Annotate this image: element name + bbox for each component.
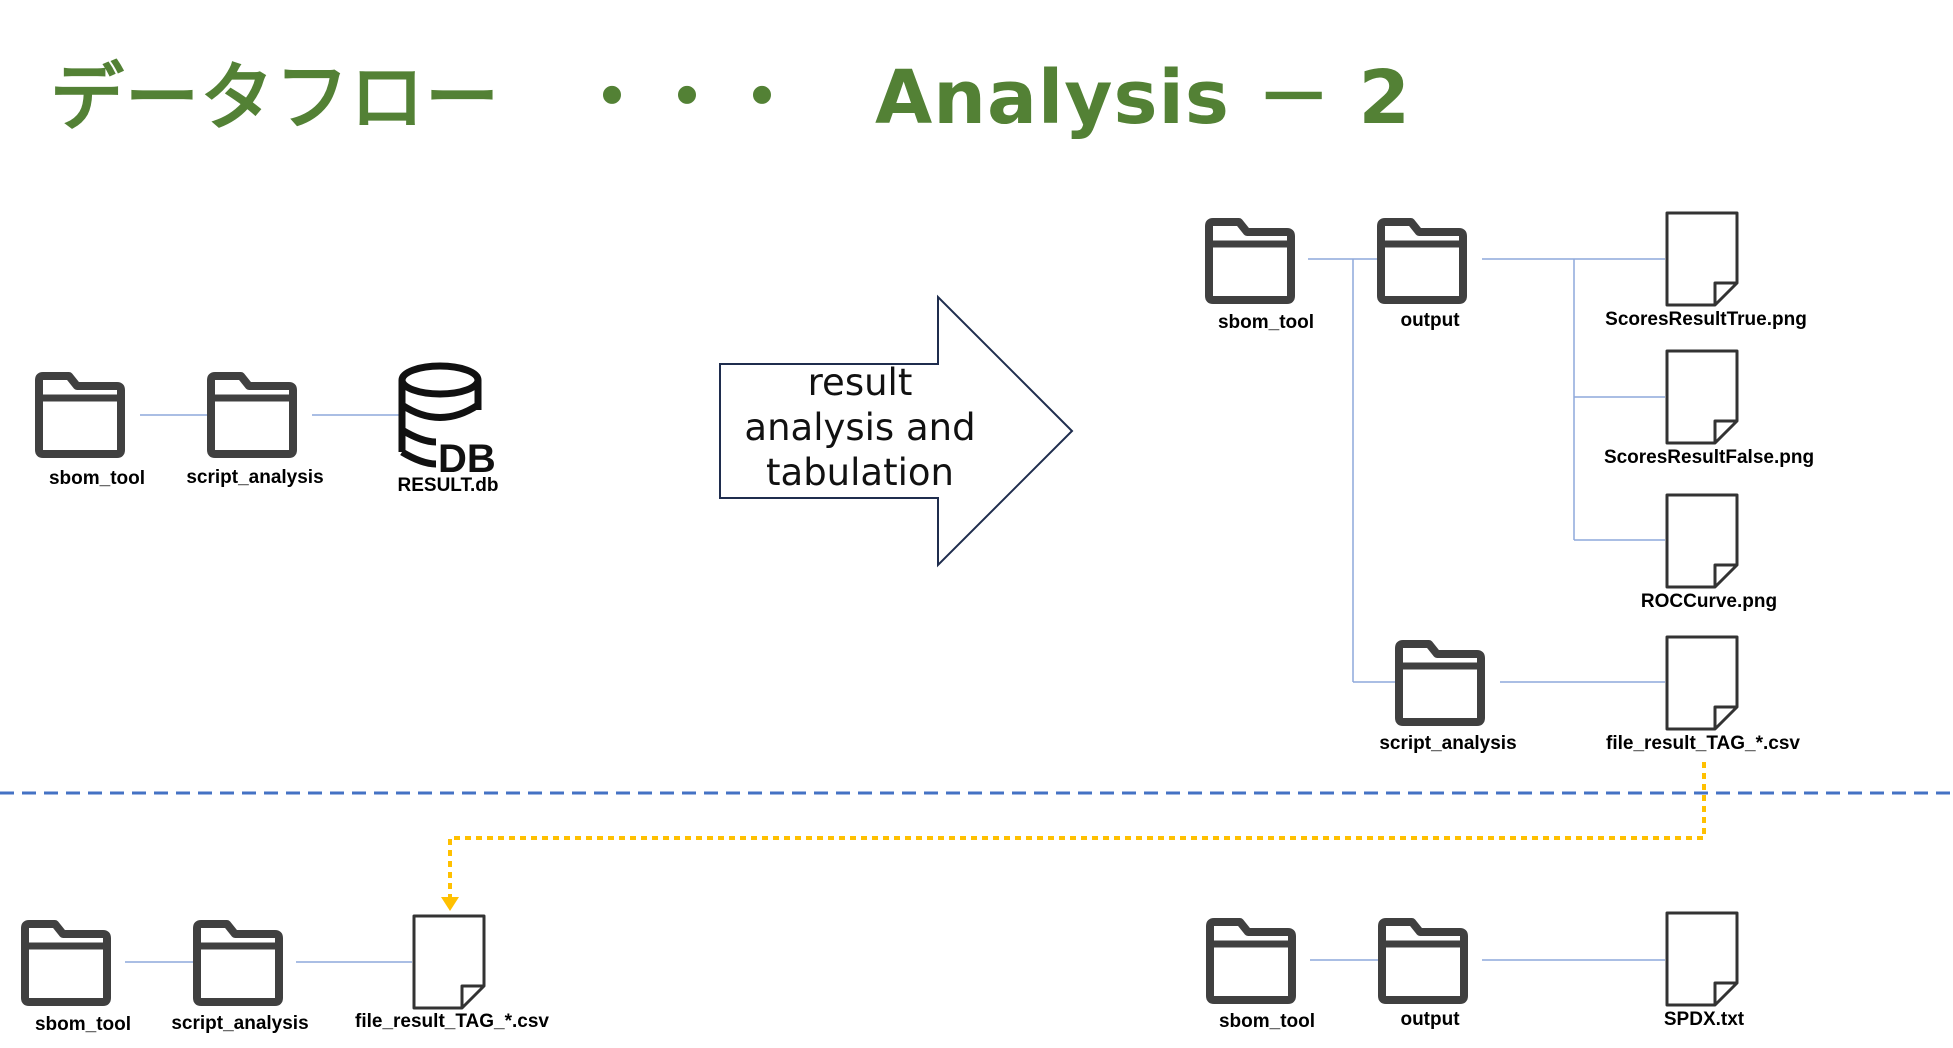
folder-icon[interactable] bbox=[1381, 222, 1463, 300]
file-icon[interactable] bbox=[1665, 493, 1739, 589]
folder-icon[interactable] bbox=[39, 376, 121, 454]
folder-icon[interactable] bbox=[1210, 922, 1292, 1000]
folder-label: sbom_tool bbox=[1218, 1011, 1316, 1032]
folder-label: sbom_tool bbox=[34, 1014, 132, 1035]
folder-icon[interactable] bbox=[1209, 222, 1291, 300]
folder-icon[interactable] bbox=[1382, 922, 1464, 1000]
connector-lines bbox=[125, 258, 1665, 963]
file-icon[interactable] bbox=[1665, 211, 1739, 307]
file-label: SPDX.txt bbox=[1663, 1009, 1745, 1030]
db-label: RESULT.db bbox=[397, 475, 499, 496]
folder-icon[interactable] bbox=[211, 376, 293, 454]
arrow-label-line: analysis and bbox=[744, 406, 976, 449]
folder-icon[interactable] bbox=[25, 924, 107, 1002]
process-arrow bbox=[719, 294, 1074, 568]
page-title: データフロー ・・・ Analysis － 2 bbox=[50, 55, 1411, 141]
arrow-label-line: tabulation bbox=[766, 451, 954, 494]
arrow-label-line: result bbox=[807, 361, 913, 404]
file-icon[interactable] bbox=[412, 914, 486, 1010]
file-label: file_result_TAG_*.csv bbox=[1606, 733, 1800, 754]
file-icon[interactable] bbox=[1665, 349, 1739, 445]
folder-label: output bbox=[1400, 1009, 1460, 1030]
folder-label: script_analysis bbox=[1379, 733, 1517, 754]
folder-icon[interactable] bbox=[1399, 644, 1481, 722]
file-label: ScoresResultTrue.png bbox=[1605, 309, 1807, 330]
file-icon[interactable] bbox=[1665, 911, 1739, 1007]
db-icon-text: DB bbox=[438, 437, 496, 481]
folder-label: script_analysis bbox=[171, 1013, 309, 1034]
database-icon[interactable]: DB bbox=[398, 362, 496, 481]
file-label: ScoresResultFalse.png bbox=[1603, 447, 1815, 468]
folder-label: sbom_tool bbox=[1217, 312, 1315, 333]
flow-arrow-dotted bbox=[448, 762, 1706, 900]
flow-arrowhead bbox=[441, 897, 459, 911]
file-label: ROCCurve.png bbox=[1640, 591, 1778, 612]
file-label: file_result_TAG_*.csv bbox=[355, 1011, 549, 1032]
file-icon[interactable] bbox=[1665, 635, 1739, 731]
folder-label: sbom_tool bbox=[48, 468, 146, 489]
folder-label: output bbox=[1400, 310, 1460, 331]
folder-icon[interactable] bbox=[197, 924, 279, 1002]
arrow-label: result analysis and tabulation bbox=[710, 360, 1010, 495]
folder-label: script_analysis bbox=[186, 467, 324, 488]
